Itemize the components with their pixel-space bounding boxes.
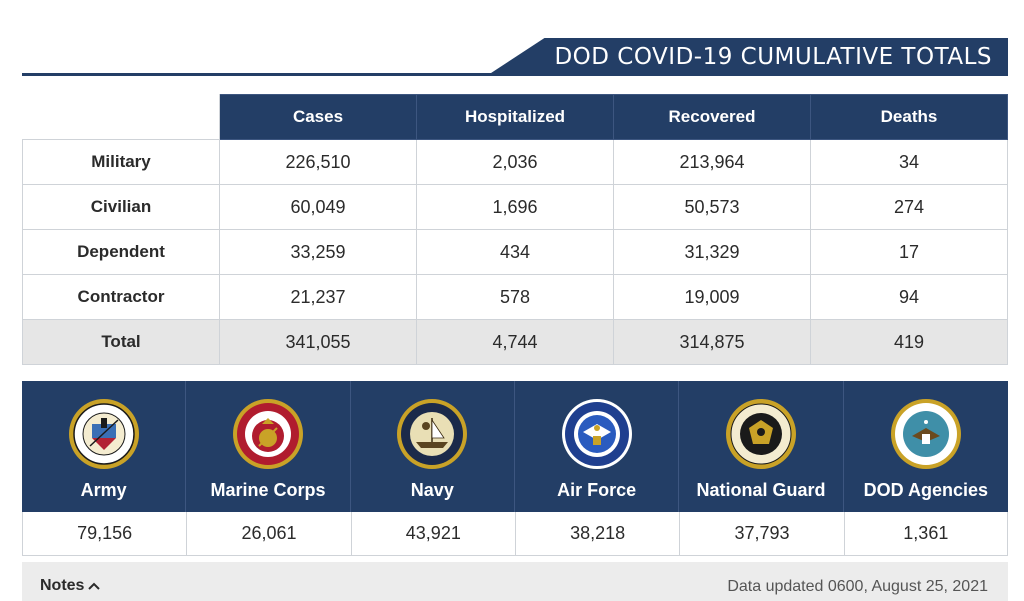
- cell-value: 341,055: [219, 319, 417, 365]
- branch-header: Air Force: [514, 381, 680, 512]
- data-updated-timestamp: Data updated 0600, August 25, 2021: [727, 578, 988, 595]
- cell-value: 419: [810, 319, 1008, 365]
- cell-value: 226,510: [219, 139, 417, 185]
- branch-card-navy: Navy 43,921: [350, 381, 515, 556]
- national-guard-seal-icon: [725, 399, 796, 469]
- page-header: DOD COVID-19 CUMULATIVE TOTALS: [0, 0, 1024, 80]
- column-header-recovered: Recovered: [613, 94, 811, 140]
- chevron-up-icon: [88, 582, 101, 590]
- army-seal-icon: [68, 399, 139, 469]
- notes-toggle-button[interactable]: Notes: [40, 577, 101, 595]
- column-header-deaths: Deaths: [810, 94, 1008, 140]
- notes-label: Notes: [40, 577, 85, 594]
- cell-value: 213,964: [613, 139, 811, 185]
- branch-name: Army: [80, 480, 127, 500]
- branch-name: Marine Corps: [210, 480, 326, 500]
- cell-value: 17: [810, 229, 1008, 275]
- cell-value: 314,875: [613, 319, 811, 365]
- cell-value: 94: [810, 274, 1008, 320]
- cell-value: 31,329: [613, 229, 811, 275]
- cell-value: 4,744: [416, 319, 614, 365]
- row-header-total: Total: [22, 319, 220, 365]
- table-header-row: Cases Hospitalized Recovered Deaths: [22, 94, 1008, 140]
- air-force-seal-icon: [561, 399, 632, 469]
- branch-header: DOD Agencies: [843, 381, 1008, 512]
- cell-value: 578: [416, 274, 614, 320]
- column-header-hospitalized: Hospitalized: [416, 94, 614, 140]
- cell-value: 19,009: [613, 274, 811, 320]
- marine-corps-seal-icon: [232, 399, 303, 469]
- branch-name: DOD Agencies: [863, 480, 988, 500]
- branch-count: 38,218: [514, 512, 680, 556]
- branch-breakdown: Army 79,156 Marine Corps 26,061: [22, 381, 1008, 556]
- branch-count: 1,361: [843, 512, 1008, 556]
- branch-card-dod-agencies: DOD Agencies 1,361: [843, 381, 1008, 556]
- branch-header: Army: [22, 381, 187, 512]
- cell-value: 50,573: [613, 184, 811, 230]
- cell-value: 21,237: [219, 274, 417, 320]
- cell-value: 34: [810, 139, 1008, 185]
- row-header-military: Military: [22, 139, 220, 185]
- branch-card-army: Army 79,156: [22, 381, 187, 556]
- cell-value: 33,259: [219, 229, 417, 275]
- table-row: Contractor 21,237 578 19,009 94: [22, 274, 1008, 320]
- row-header-civilian: Civilian: [22, 184, 220, 230]
- row-header-dependent: Dependent: [22, 229, 220, 275]
- cell-value: 274: [810, 184, 1008, 230]
- cumulative-totals-table: Cases Hospitalized Recovered Deaths Mili…: [22, 94, 1008, 365]
- branch-header: Marine Corps: [186, 381, 351, 512]
- table-row: Civilian 60,049 1,696 50,573 274: [22, 184, 1008, 230]
- navy-seal-icon: [397, 399, 468, 469]
- branch-name: Air Force: [557, 480, 637, 500]
- branch-header: National Guard: [679, 381, 844, 512]
- table-corner-cell: [22, 94, 220, 140]
- cell-value: 434: [416, 229, 614, 275]
- column-header-cases: Cases: [219, 94, 417, 140]
- dod-seal-icon: [890, 399, 961, 469]
- page-title: DOD COVID-19 CUMULATIVE TOTALS: [486, 38, 1008, 76]
- branch-name: National Guard: [696, 480, 826, 500]
- cell-value: 2,036: [416, 139, 614, 185]
- table-row: Military 226,510 2,036 213,964 34: [22, 139, 1008, 185]
- branch-count: 26,061: [186, 512, 351, 556]
- branch-card-air-force: Air Force 38,218: [514, 381, 680, 556]
- cell-value: 60,049: [219, 184, 417, 230]
- table-total-row: Total 341,055 4,744 314,875 419: [22, 319, 1008, 365]
- branch-count: 37,793: [679, 512, 844, 556]
- table-row: Dependent 33,259 434 31,329 17: [22, 229, 1008, 275]
- branch-count: 43,921: [350, 512, 515, 556]
- cell-value: 1,696: [416, 184, 614, 230]
- branch-count: 79,156: [22, 512, 187, 556]
- branch-card-marine-corps: Marine Corps 26,061: [186, 381, 351, 556]
- branch-header: Navy: [350, 381, 515, 512]
- branch-card-national-guard: National Guard 37,793: [679, 381, 844, 556]
- notes-bar: Notes Data updated 0600, August 25, 2021: [22, 562, 1008, 601]
- branch-name: Navy: [410, 480, 454, 500]
- row-header-contractor: Contractor: [22, 274, 220, 320]
